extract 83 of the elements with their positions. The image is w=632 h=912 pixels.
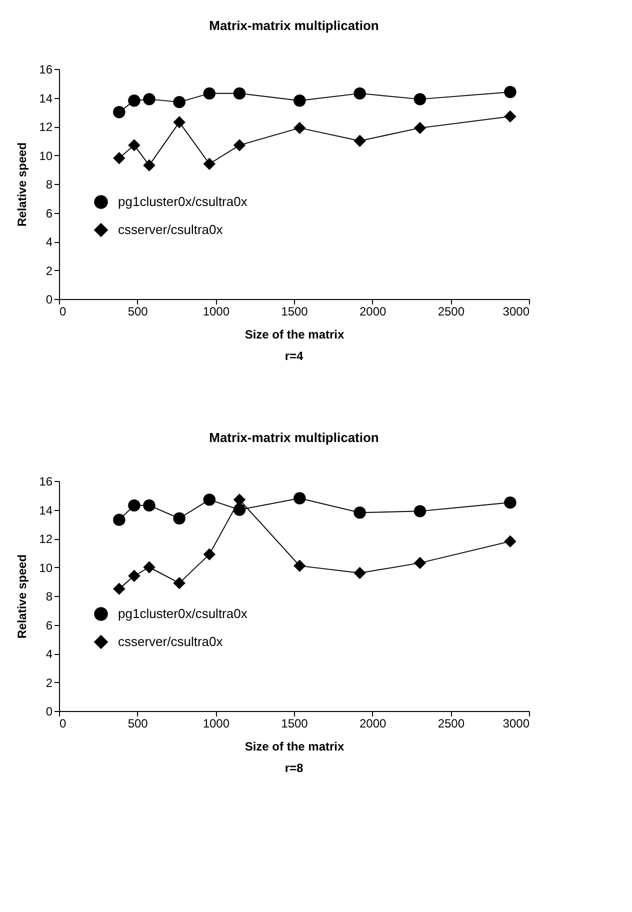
point [354,87,366,100]
point [414,556,426,570]
point [143,499,156,512]
x-tick-label: 3000 [502,716,530,730]
x-axis-title: Size of the matrix [244,328,345,342]
x-axis-title: Size of the matrix [244,740,345,754]
point [128,94,140,107]
x-tick-label: 0 [60,304,66,318]
point [113,514,126,526]
point [504,535,516,548]
point [414,93,426,106]
y-tick-label: 14 [39,91,53,106]
text: r=8 [284,761,304,775]
x-tick-label: 1500 [281,304,308,318]
point [233,139,246,152]
x-tick-label: 3000 [502,304,530,318]
x-tick-label: 1500 [281,716,308,730]
legend-label: csserver/csultra0x [118,634,224,649]
point [173,116,186,128]
y-tick-label: 4 [46,235,53,249]
y-tick-label: 2 [46,676,53,690]
legend-label: pg1cluster0x/csultra0x [118,606,248,621]
y-tick-label: 2 [46,264,53,278]
point [203,158,216,170]
y-tick-label: 16 [39,474,53,488]
y-tick-label: 10 [39,148,53,163]
point [113,152,126,164]
point [113,582,126,595]
x-tick-label: 0 [60,716,66,730]
x-tick-label: 1000 [202,716,230,730]
point [113,106,126,118]
x-tick-label: 1000 [202,304,230,318]
x-tick-label: 2000 [359,304,387,318]
point [354,134,366,147]
point [143,561,156,574]
point [203,548,216,560]
y-tick-label: 16 [39,62,53,76]
y-tick-label: 0 [46,292,53,306]
point [233,87,246,100]
point [414,122,426,134]
point [504,496,516,509]
y-tick-label: 4 [46,647,53,661]
point [173,576,186,590]
point [354,506,366,519]
y-axis-title: Relative speed [15,554,30,639]
point [203,87,216,100]
y-tick-label: 12 [39,532,53,546]
y-tick-label: 14 [39,503,53,518]
y-tick-label: 12 [39,120,53,134]
text: r=4 [284,349,304,363]
point [128,570,140,582]
x-tick-label: 500 [128,304,148,318]
point [128,139,140,152]
chart-title: Matrix-matrix multiplication [209,430,379,445]
legend-label: pg1cluster0x/csultra0x [118,194,248,209]
point [354,566,366,580]
point [294,122,306,134]
chart-title: Matrix-matrix multiplication [209,18,379,33]
point [414,505,426,518]
point [504,86,516,98]
point [143,93,156,106]
y-tick-label: 8 [46,590,53,604]
y-tick-label: 0 [46,704,53,718]
point [143,159,156,172]
point [504,110,516,123]
x-tick-label: 2500 [438,304,465,318]
point [128,499,140,512]
y-axis-title: Relative speed [15,142,30,227]
point [233,504,246,516]
x-tick-label: 500 [128,716,148,730]
point [173,96,186,108]
point [173,512,186,524]
point [294,94,306,107]
y-tick-label: 6 [46,618,53,632]
point [203,494,216,506]
y-tick-label: 10 [39,560,53,575]
point [294,492,306,504]
y-tick-label: 6 [46,206,53,220]
point [294,560,306,572]
y-tick-label: 8 [46,178,53,192]
x-tick-label: 2000 [359,716,387,730]
legend-label: csserver/csultra0x [118,222,224,237]
x-tick-label: 2500 [438,716,465,730]
